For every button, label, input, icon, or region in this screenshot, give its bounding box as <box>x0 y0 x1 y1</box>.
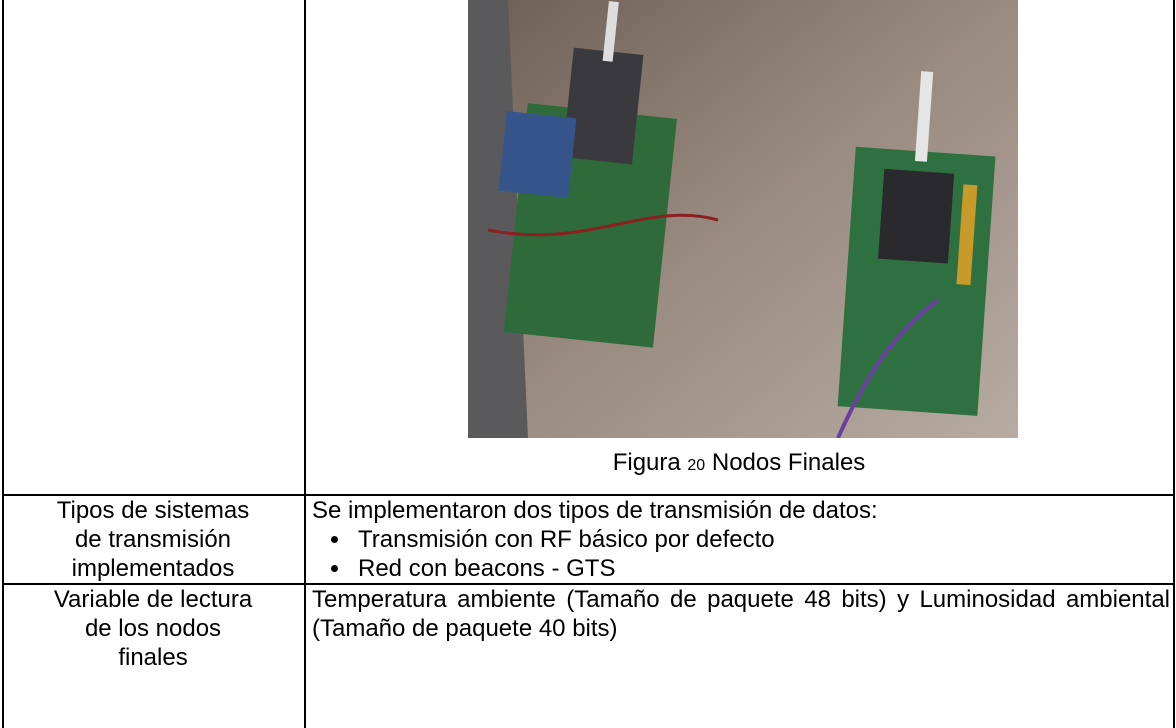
caption-text: Nodos Finales <box>711 449 866 476</box>
bullet-list: Transmisión con RF básico por defecto Re… <box>312 525 1170 583</box>
caption: Figura 20 Nodos Finales <box>306 448 1172 480</box>
border <box>2 0 4 728</box>
cell: Temperatura ambiente (Tamaño de paquete … <box>312 586 1170 642</box>
bullet: Transmisión con RF básico por defecto <box>352 525 1170 554</box>
photo <box>468 0 1018 438</box>
caption-number: 20 <box>687 457 706 474</box>
intro: Se implementaron dos tipos de transmisió… <box>312 497 878 524</box>
border <box>2 583 1174 585</box>
cell: Se implementaron dos tipos de transmisió… <box>312 496 1170 583</box>
bullet: Red con beacons - GTS <box>352 554 1170 583</box>
row-label: Variable de lectura de los nodos finales <box>53 586 253 671</box>
caption-prefix: Figura <box>612 449 681 476</box>
row-label: Tipos de sistemas de transmisión impleme… <box>56 497 250 582</box>
border <box>2 494 1174 496</box>
border <box>304 0 306 728</box>
border <box>1173 0 1175 728</box>
